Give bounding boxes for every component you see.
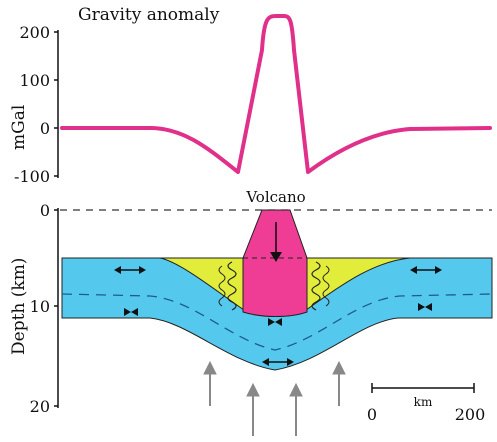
gravity-panel: Gravity anomaly mGal 200 100 0 -100 — [9, 5, 492, 186]
horizontal-extension-arrow-icon-right — [410, 266, 442, 274]
gravity-tick-label-0: 0 — [40, 119, 50, 138]
compression-bowtie-icon-center — [268, 318, 282, 326]
depth-panel: Depth (km) 0 10 20 Volcano — [9, 188, 493, 436]
scale-bar: km 0 200 — [367, 383, 485, 424]
upward-force-arrow-icon-4 — [332, 360, 346, 406]
volcano-body — [242, 209, 308, 317]
dike-zone-right — [311, 261, 321, 311]
dike-zone-right-2 — [322, 265, 330, 307]
upward-force-arrow-icon-3 — [289, 382, 303, 436]
scale-bar-unit: km — [414, 395, 433, 409]
scale-bar-start: 0 — [367, 405, 377, 424]
crust-internal-dashed-line — [61, 293, 493, 351]
gravity-tick-label-minus100: -100 — [14, 167, 50, 186]
gravity-y-label: mGal — [9, 105, 29, 150]
magma-down-arrow-icon — [270, 222, 282, 262]
dike-zone-left-2 — [218, 265, 226, 307]
upward-force-arrow-icon — [203, 360, 217, 406]
gravity-title: Gravity anomaly — [78, 5, 220, 25]
gravity-tick-label-100: 100 — [19, 71, 50, 90]
depth-y-label: Depth (km) — [9, 258, 29, 355]
upward-force-arrow-icon-2 — [246, 382, 260, 436]
depth-tick-label-10: 10 — [30, 297, 50, 316]
compression-bowtie-icon-right — [418, 303, 432, 311]
gravity-tick-label-200: 200 — [19, 23, 50, 42]
depth-tick-label-0: 0 — [40, 201, 50, 220]
volcano-label: Volcano — [245, 188, 305, 206]
horizontal-extension-arrow-icon-bottom — [262, 358, 294, 366]
depth-tick-label-20: 20 — [30, 397, 50, 416]
compression-bowtie-icon — [124, 308, 138, 316]
horizontal-extension-arrow-icon — [114, 266, 146, 274]
gravity-anomaly-curve — [60, 14, 492, 174]
scale-bar-end: 200 — [455, 405, 486, 424]
dike-zone-left — [227, 261, 237, 311]
